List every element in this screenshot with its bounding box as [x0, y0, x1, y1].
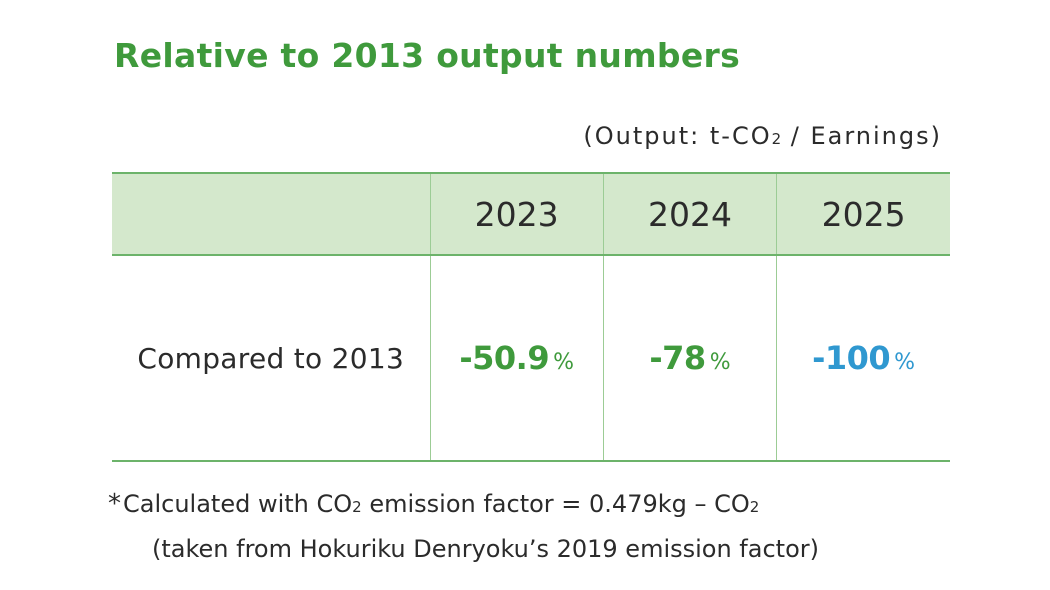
unit-note: (Output: t-CO2 / Earnings)	[583, 122, 942, 150]
unit-note-subscript: 2	[771, 130, 782, 148]
percent-unit-2023: %	[553, 350, 574, 375]
table-row: Compared to 2013 -50.9% -78% -100%	[112, 255, 950, 462]
value-2025: -100	[812, 339, 891, 377]
value-2023: -50.9	[459, 339, 550, 377]
header-cell-2025: 2025	[776, 172, 950, 256]
reduction-table: 2023 2024 2025 Compared to 2013 -50.9% -…	[112, 172, 950, 462]
footnote-asterisk: *	[108, 489, 121, 519]
row-label: Compared to 2013	[137, 341, 405, 375]
footnote-line-2: (taken from Hokuriku Denryoku’s 2019 emi…	[152, 535, 819, 563]
value-2024: -78	[649, 339, 706, 377]
percent-unit-2024: %	[709, 350, 731, 375]
header-cell-2023: 2023	[429, 172, 604, 256]
unit-note-suffix: / Earnings)	[781, 122, 942, 150]
header-row: 2023 2024 2025	[112, 172, 950, 256]
value-cell-2023: -50.9%	[429, 255, 604, 462]
unit-note-prefix: (Output: t-CO	[583, 122, 772, 150]
footnote-line-1: *Calculated with CO2 emission factor = 0…	[108, 483, 819, 528]
footnote-text-a: Calculated with CO	[123, 490, 353, 518]
value-cell-2024: -78%	[602, 255, 777, 462]
header-cell-2024: 2024	[602, 172, 777, 256]
page-title: Relative to 2013 output numbers	[114, 36, 741, 75]
percent-unit-2025: %	[894, 350, 916, 375]
header-cell-empty	[112, 172, 430, 256]
footnote-text-b: emission factor = 0.479kg – CO	[361, 490, 750, 518]
footnote-subscript-1: 2	[352, 498, 362, 516]
value-cell-2025: -100%	[776, 255, 950, 462]
footnote-subscript-2: 2	[749, 498, 760, 516]
row-label-cell: Compared to 2013	[112, 255, 430, 462]
footnote: *Calculated with CO2 emission factor = 0…	[108, 483, 819, 570]
